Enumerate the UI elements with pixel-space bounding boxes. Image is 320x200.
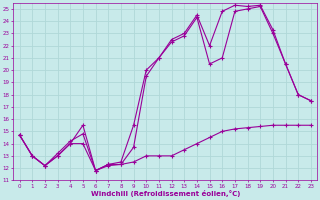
X-axis label: Windchill (Refroidissement éolien,°C): Windchill (Refroidissement éolien,°C): [91, 190, 240, 197]
